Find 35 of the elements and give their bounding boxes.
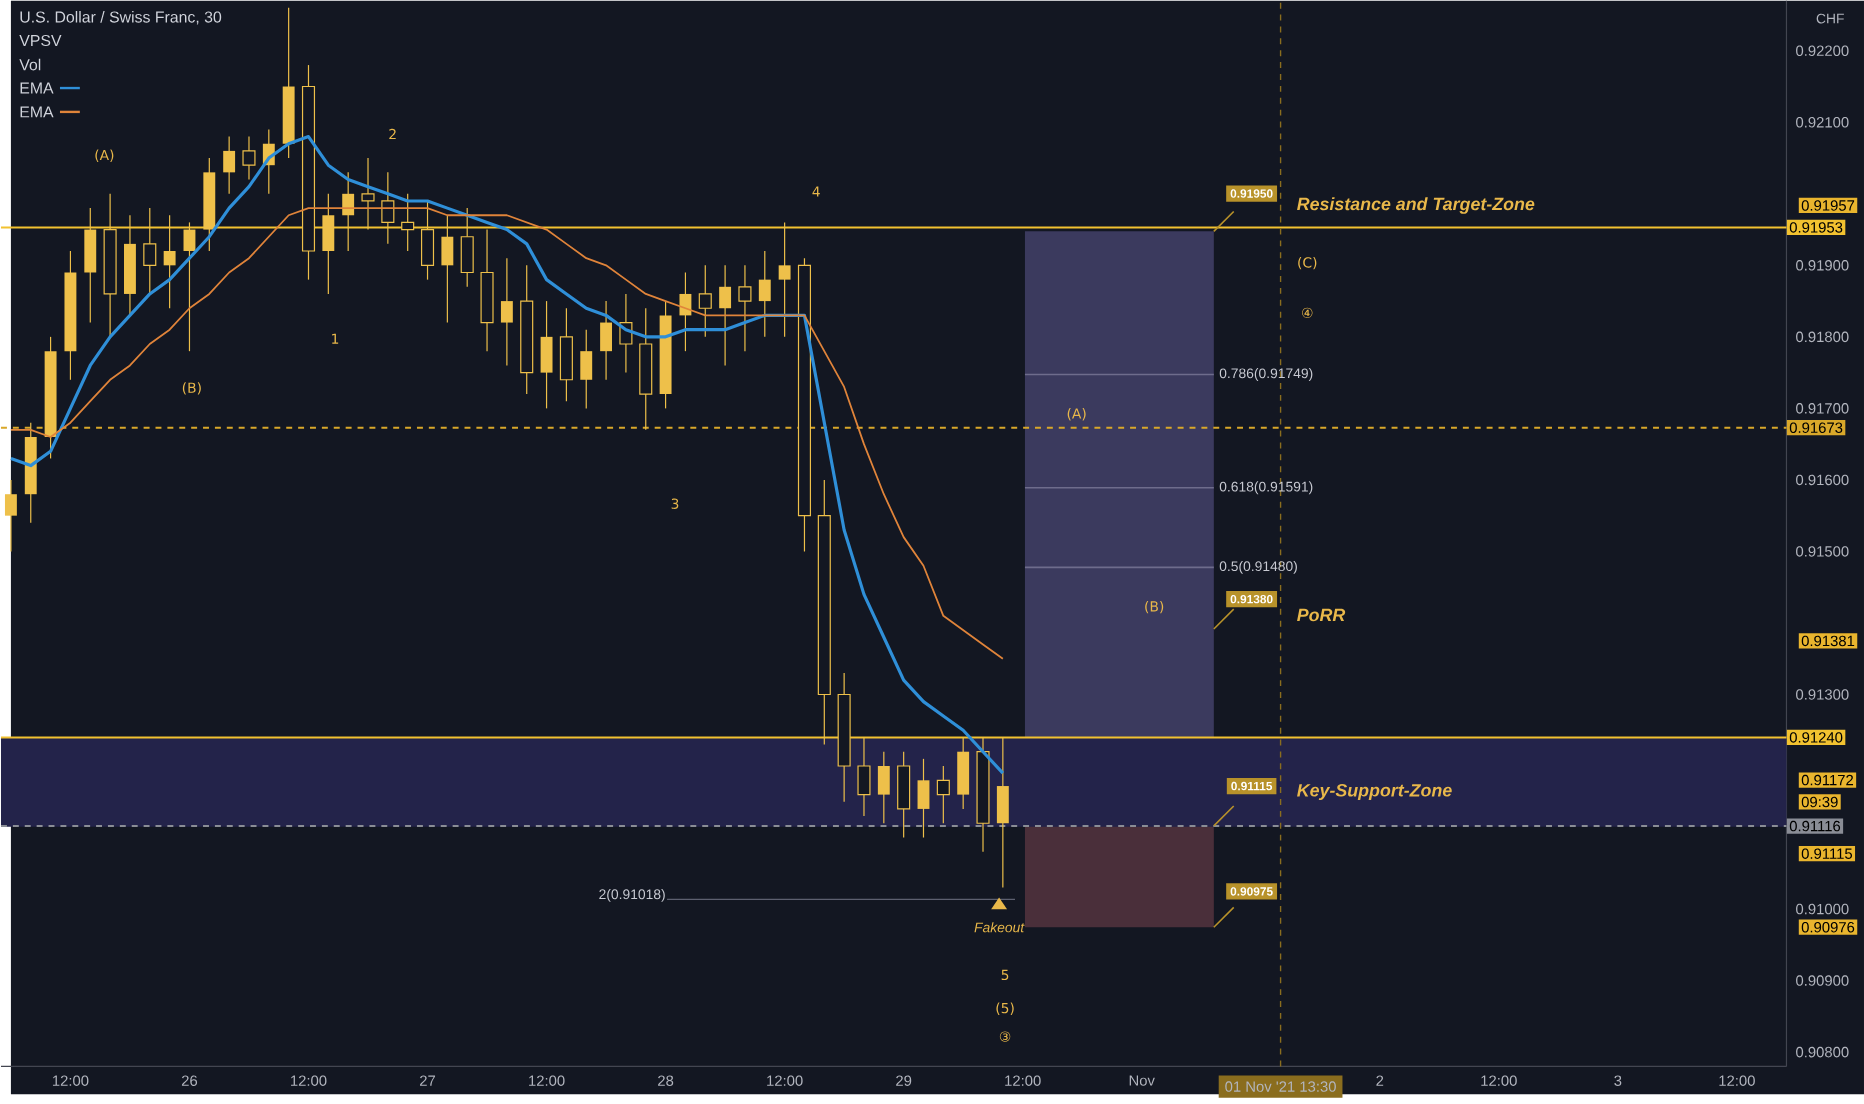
candlestick: [361, 157, 375, 230]
candlestick: [936, 765, 950, 824]
candlestick: [143, 207, 157, 295]
candlestick: [996, 736, 1009, 889]
candlestick: [877, 750, 890, 824]
candlestick: [559, 307, 573, 402]
candlestick: [679, 271, 692, 352]
candlestick: [460, 207, 474, 288]
annotation: Key-Support-Zone: [1297, 783, 1452, 800]
candlestick: [401, 193, 415, 252]
candlestick: [322, 193, 335, 295]
candlestick: [778, 221, 791, 338]
candlestick: [738, 264, 752, 352]
candlestick: [758, 250, 771, 338]
candlestick: [719, 264, 732, 366]
candlestick: [381, 171, 395, 245]
candlestick: [857, 736, 871, 817]
candlestick: [600, 300, 613, 381]
candlestick: [223, 135, 236, 195]
candlestick: [183, 221, 196, 352]
candlestick: [580, 328, 593, 409]
annotation: Resistance and Target-Zone: [1297, 196, 1535, 214]
candlestick: [500, 257, 513, 366]
candlestick: [242, 135, 256, 180]
candlestick: [84, 207, 97, 323]
candlestick: [698, 264, 712, 338]
candlestick: [897, 750, 911, 838]
candlestick: [917, 758, 930, 838]
candlestick: [957, 736, 970, 810]
candlestick: [420, 200, 435, 281]
candlestick: [540, 300, 553, 409]
annotation: PoRR: [1297, 608, 1346, 622]
candlestick: [4, 479, 17, 552]
candlestick: [441, 214, 454, 323]
candlestick: [163, 214, 176, 309]
